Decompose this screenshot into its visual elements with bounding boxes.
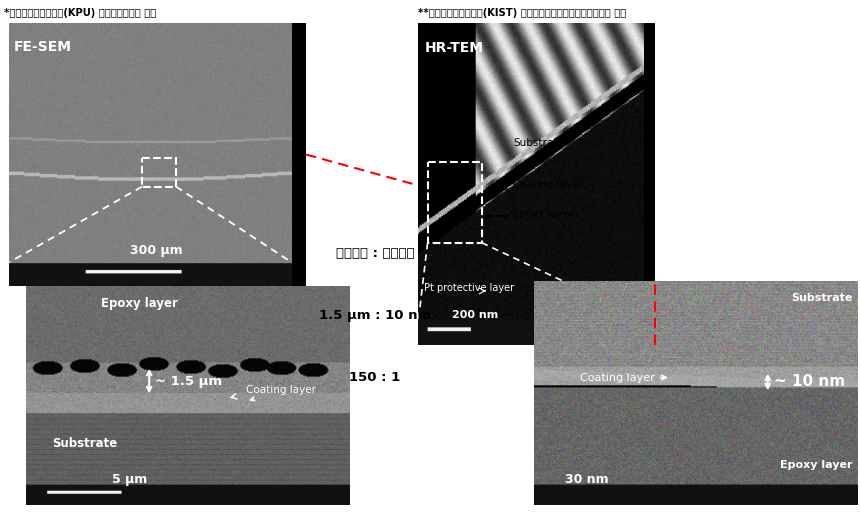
Text: 30 nm: 30 nm [564, 473, 608, 486]
Text: Epoxy layer: Epoxy layer [779, 460, 852, 470]
Text: HR-TEM: HR-TEM [424, 42, 483, 56]
Text: 300 μm: 300 μm [130, 245, 183, 258]
Text: 150 : 1: 150 : 1 [349, 371, 400, 384]
Text: *한국산업기술대학교(KPU) 정밀분석개발실 분석: *한국산업기술대학교(KPU) 정밀분석개발실 분석 [4, 8, 157, 18]
Text: 5 μm: 5 μm [112, 473, 147, 486]
Text: 기존방식 : 본사방식: 기존방식 : 본사방식 [335, 247, 414, 260]
Text: Coating layer: Coating layer [579, 372, 666, 383]
Text: 200 nm: 200 nm [451, 310, 498, 320]
Bar [427, 162, 481, 243]
Text: ~ 1.5 μm: ~ 1.5 μm [154, 374, 221, 387]
Text: Substrate: Substrate [512, 138, 563, 148]
Text: Pt protective layer: Pt protective layer [424, 283, 514, 293]
Text: Coating layer: Coating layer [490, 180, 583, 193]
Text: 1.5 μm : 10 nm: 1.5 μm : 10 nm [319, 309, 430, 322]
Text: FE-SEM: FE-SEM [14, 40, 71, 54]
Text: Epoxy layer: Epoxy layer [101, 297, 177, 310]
Text: Substrate: Substrate [53, 437, 117, 451]
Text: ~ 10 nm: ~ 10 nm [773, 374, 844, 389]
Text: **한국과학기술연구원(KIST) 나노복합소재기술산업화지원센터 분석: **한국과학기술연구원(KIST) 나노복합소재기술산업화지원센터 분석 [418, 8, 626, 18]
Text: Epoxy layer: Epoxy layer [486, 209, 573, 219]
Text: Coating layer: Coating layer [246, 385, 316, 401]
Text: Substrate: Substrate [790, 294, 852, 303]
Bar [142, 158, 176, 186]
